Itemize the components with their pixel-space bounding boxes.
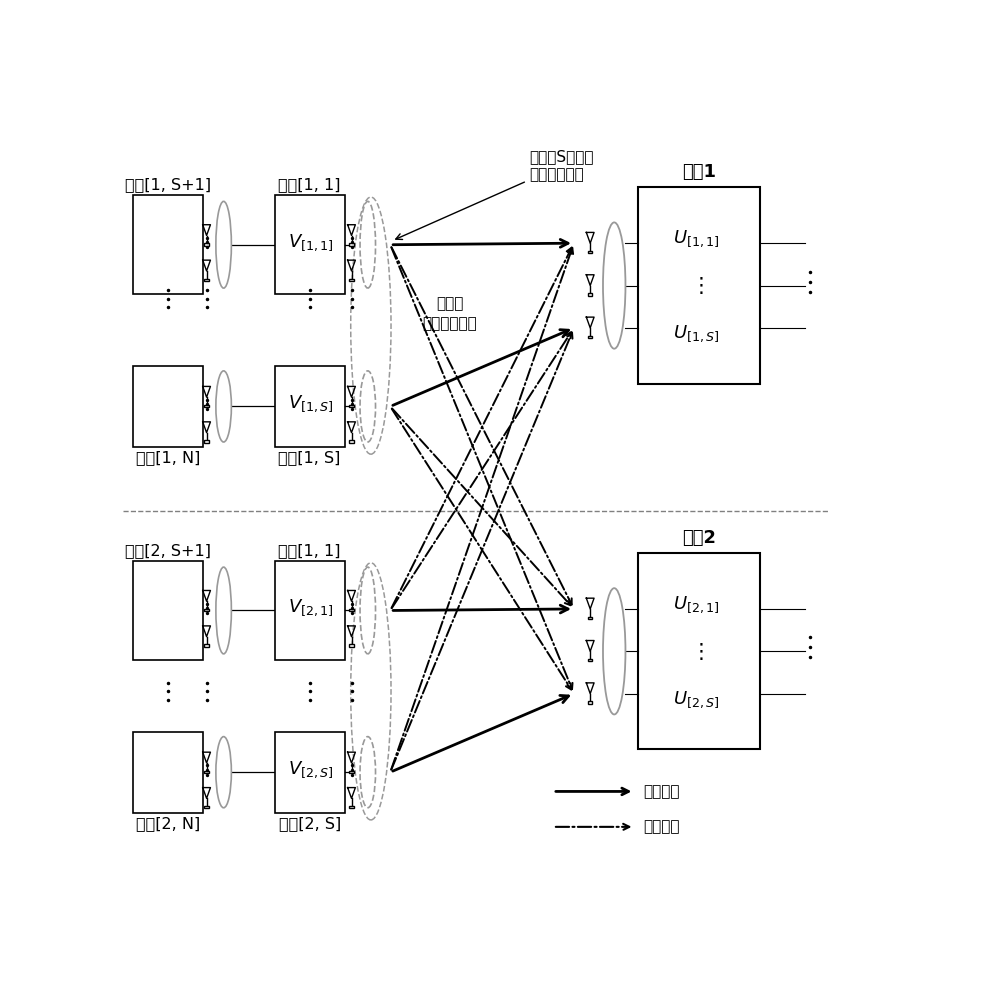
Bar: [349, 771, 354, 773]
Bar: [349, 644, 354, 647]
Text: $U_{[2,S]}$: $U_{[2,S]}$: [673, 689, 720, 709]
Text: $U_{[1,1]}$: $U_{[1,1]}$: [673, 228, 720, 248]
Bar: [588, 293, 593, 296]
Bar: [588, 336, 593, 338]
Ellipse shape: [351, 197, 391, 454]
Bar: [204, 243, 208, 246]
Text: 用户间的干扰: 用户间的干扰: [423, 317, 478, 332]
Text: $V_{[1,1]}$: $V_{[1,1]}$: [288, 232, 334, 252]
Text: 基站1: 基站1: [682, 163, 716, 181]
Text: 用户[1, S+1]: 用户[1, S+1]: [125, 177, 211, 192]
Bar: [204, 440, 208, 443]
Ellipse shape: [360, 201, 376, 288]
Ellipse shape: [360, 371, 376, 442]
Bar: [204, 644, 208, 647]
Ellipse shape: [216, 371, 231, 442]
Bar: [638, 553, 760, 749]
Ellipse shape: [351, 563, 391, 820]
Bar: [349, 440, 354, 443]
Bar: [638, 187, 760, 384]
Bar: [349, 806, 354, 808]
Bar: [349, 609, 354, 611]
Ellipse shape: [360, 737, 376, 808]
Bar: [349, 405, 354, 407]
Bar: [275, 195, 344, 294]
Text: 用户[1, S]: 用户[1, S]: [278, 450, 341, 465]
Text: 选择的S个用户
上行链路传输: 选择的S个用户 上行链路传输: [396, 149, 595, 239]
Text: 用户[2, S+1]: 用户[2, S+1]: [125, 543, 210, 558]
Text: 用户[1, 1]: 用户[1, 1]: [278, 543, 341, 558]
Ellipse shape: [603, 222, 625, 349]
Text: $V_{[1,S]}$: $V_{[1,S]}$: [288, 393, 334, 413]
Text: 用户[2, S]: 用户[2, S]: [278, 816, 341, 831]
Bar: [349, 243, 354, 246]
Text: $\vdots$: $\vdots$: [690, 275, 704, 296]
Text: 基站2: 基站2: [682, 529, 716, 547]
Bar: [275, 732, 344, 813]
Bar: [133, 732, 202, 813]
Bar: [349, 279, 354, 281]
Text: $U_{[2,1]}$: $U_{[2,1]}$: [673, 594, 720, 614]
Text: 用户[2, N]: 用户[2, N]: [136, 816, 200, 831]
Ellipse shape: [216, 737, 231, 808]
Bar: [588, 617, 593, 619]
Bar: [204, 405, 208, 407]
Bar: [588, 251, 593, 253]
Text: $\vdots$: $\vdots$: [690, 641, 704, 662]
Bar: [275, 561, 344, 660]
Bar: [588, 701, 593, 704]
Text: $V_{[2,1]}$: $V_{[2,1]}$: [288, 597, 334, 617]
Ellipse shape: [603, 588, 625, 714]
Bar: [204, 609, 208, 611]
Text: $U_{[1,S]}$: $U_{[1,S]}$: [673, 323, 720, 343]
Text: 同小区: 同小区: [436, 296, 464, 311]
Text: 干扰信号: 干扰信号: [644, 819, 680, 834]
Ellipse shape: [360, 567, 376, 654]
Bar: [204, 771, 208, 773]
Ellipse shape: [216, 567, 231, 654]
Text: 用户[1, N]: 用户[1, N]: [136, 450, 200, 465]
Text: $V_{[2,S]}$: $V_{[2,S]}$: [288, 759, 334, 779]
Text: 用户[1, 1]: 用户[1, 1]: [278, 177, 341, 192]
Bar: [133, 561, 202, 660]
Bar: [204, 279, 208, 281]
Bar: [275, 366, 344, 447]
Bar: [133, 366, 202, 447]
Bar: [133, 195, 202, 294]
Ellipse shape: [216, 201, 231, 288]
Bar: [204, 806, 208, 808]
Text: 期望信号: 期望信号: [644, 784, 680, 799]
Bar: [588, 659, 593, 661]
